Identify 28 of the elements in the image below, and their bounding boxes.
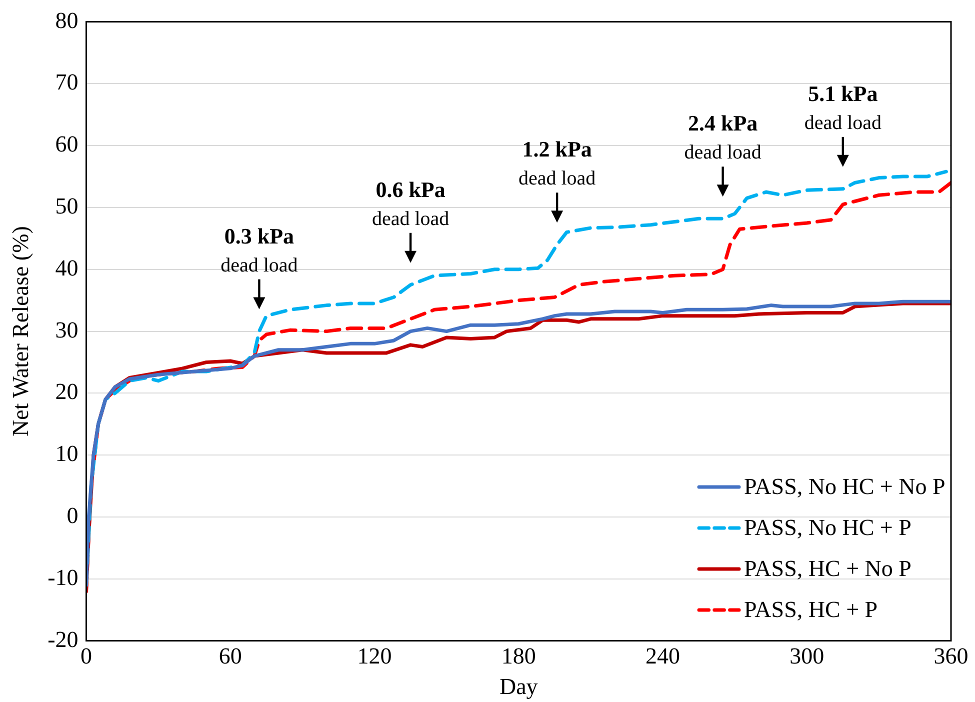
legend-label: PASS, No HC + P	[744, 515, 912, 542]
y-tick-label: 30	[55, 317, 78, 342]
x-tick-label: 240	[646, 644, 680, 669]
annotation: 5.1 kPa dead load	[804, 80, 882, 134]
annotation: 0.6 kPa dead load	[372, 176, 450, 230]
x-tick-label: 120	[357, 644, 392, 669]
y-tick-label: 50	[55, 194, 78, 219]
annotation: 1.2 kPa dead load	[518, 136, 596, 190]
y-tick-label: 80	[55, 8, 78, 33]
x-tick-label: 360	[934, 644, 968, 669]
y-tick-label: 20	[55, 379, 78, 404]
annotation: 2.4 kPa dead load	[684, 110, 762, 164]
y-tick-label: 60	[55, 132, 78, 157]
legend-label: PASS, HC + P	[744, 597, 878, 624]
y-tick-label: 70	[55, 70, 78, 95]
legend-label: PASS, HC + No P	[744, 556, 912, 582]
y-tick-label: 40	[55, 255, 78, 280]
y-tick-label: 10	[55, 441, 78, 466]
x-tick-label: 300	[790, 644, 824, 669]
x-tick-label: 60	[218, 644, 242, 669]
y-tick-label: -10	[48, 564, 78, 590]
annotation: 0.3 kPa dead load	[220, 223, 298, 276]
y-tick-label: 0	[66, 503, 78, 528]
y-tick-label: -20	[48, 626, 78, 652]
y-axis-title: Net Water Release (%)	[8, 226, 33, 436]
x-axis-title: Day	[499, 674, 538, 700]
legend-label: PASS, No HC + No P	[744, 474, 946, 500]
x-tick-label: 180	[501, 644, 536, 669]
